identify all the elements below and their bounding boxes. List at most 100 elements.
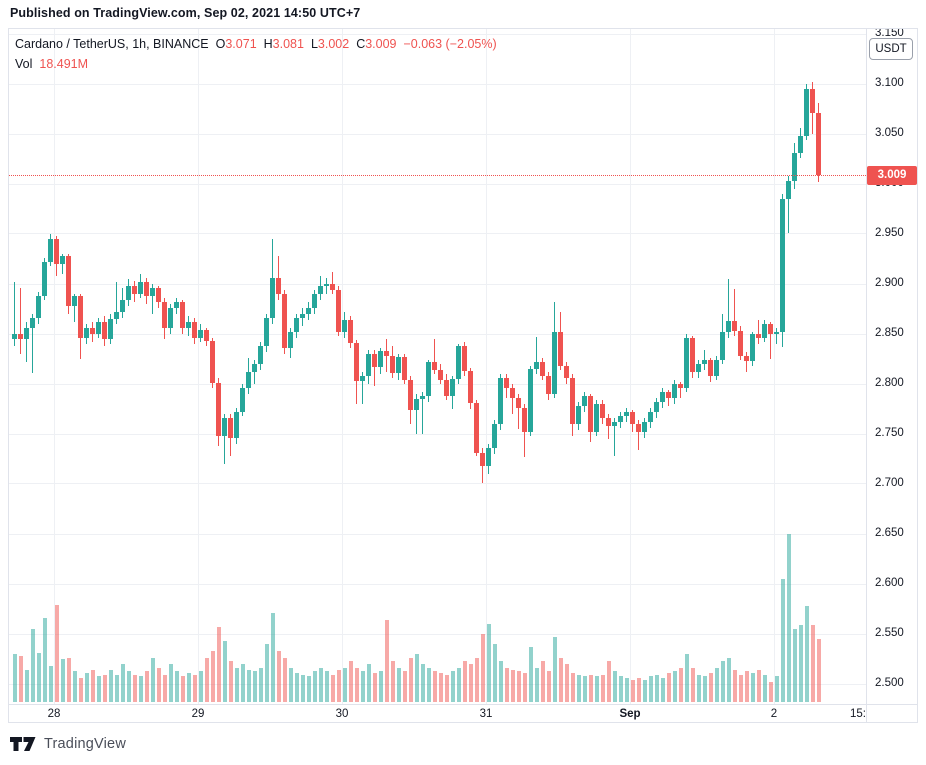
candle-body — [768, 324, 773, 334]
candle-body — [30, 318, 35, 328]
time-gridline — [198, 29, 199, 704]
candle-body — [780, 199, 785, 332]
candle-body — [708, 360, 713, 376]
price-tick-label: 2.850 — [875, 327, 904, 339]
volume-bar — [72, 671, 77, 702]
candle-wick — [254, 360, 255, 384]
volume-bar — [510, 669, 515, 702]
time-axis[interactable]: 28 29 30 31 Sep 2 15: — [9, 704, 866, 722]
candle-body — [744, 356, 749, 361]
candle-body — [144, 282, 149, 296]
volume-bar — [366, 664, 371, 702]
candle-body — [384, 351, 389, 356]
volume-bar — [474, 657, 479, 702]
candle-body — [414, 399, 419, 410]
volume-bar — [534, 667, 539, 702]
price-tick-label: 2.800 — [875, 377, 904, 389]
volume-bar — [258, 667, 263, 702]
volume-bar — [426, 667, 431, 702]
footer-brand[interactable]: TradingView — [10, 736, 126, 752]
candle-body — [462, 346, 467, 371]
last-price-line — [9, 175, 866, 176]
volume-bar — [690, 667, 695, 702]
candle-wick — [74, 294, 75, 322]
volume-bar — [642, 679, 647, 702]
candle-body — [792, 153, 797, 181]
volume-bar — [612, 671, 617, 702]
time-tick-label: 2 — [770, 708, 778, 720]
volume-bar — [768, 681, 773, 702]
candle-wick — [434, 339, 435, 374]
volume-bar — [348, 661, 353, 702]
volume-bar — [810, 624, 815, 702]
volume-bar — [216, 626, 221, 702]
candle-body — [786, 181, 791, 199]
candle-body — [546, 376, 551, 394]
tradingview-logo-icon — [10, 736, 36, 752]
candle-body — [360, 376, 365, 381]
volume-bar — [648, 676, 653, 702]
currency-toggle-button[interactable]: USDT — [869, 38, 913, 60]
price-tick-label: 2.700 — [875, 477, 904, 489]
candle-body — [276, 278, 281, 294]
candle-body — [288, 332, 293, 348]
candle-body — [438, 370, 443, 380]
candle-body — [252, 364, 257, 372]
candle-body — [540, 362, 545, 376]
candle-body — [444, 380, 449, 396]
candle-body — [726, 321, 731, 332]
volume-bar — [420, 664, 425, 702]
volume-bar — [816, 638, 821, 702]
candle-body — [660, 392, 665, 402]
volume-bar — [204, 657, 209, 702]
time-tick-label: Sep — [619, 708, 641, 720]
volume-bar — [594, 676, 599, 702]
candle-body — [756, 334, 761, 338]
legend-part: 18.491M — [39, 57, 89, 71]
price-axis[interactable]: USDT 3.009 3.1503.1003.0503.0002.9502.90… — [866, 29, 917, 704]
chart-pane[interactable] — [9, 29, 866, 704]
candle-body — [420, 396, 425, 399]
volume-bar — [108, 669, 113, 702]
candle-wick — [116, 282, 117, 324]
volume-bar — [60, 659, 65, 702]
candle-body — [408, 380, 413, 410]
volume-bar — [300, 674, 305, 702]
candle-body — [570, 378, 575, 424]
volume-bar — [522, 673, 527, 702]
volume-bar — [606, 661, 611, 702]
volume-bar — [120, 664, 125, 702]
candle-body — [510, 388, 515, 398]
candle-body — [138, 282, 143, 294]
volume-bar — [162, 674, 167, 702]
volume-bar — [240, 664, 245, 702]
volume-bar — [558, 657, 563, 702]
volume-bar — [12, 654, 17, 702]
price-tick-label: 2.950 — [875, 227, 904, 239]
published-line: Published on TradingView.com, Sep 02, 20… — [10, 6, 361, 20]
volume-bar — [720, 661, 725, 702]
candle-body — [702, 360, 707, 364]
volume-bar — [24, 669, 29, 702]
candle-body — [624, 412, 629, 416]
candle-wick — [770, 322, 771, 359]
time-tick-label: 29 — [191, 708, 205, 720]
legend-part: −0.063 (−2.05%) — [403, 37, 497, 51]
legend-part: C — [356, 37, 366, 51]
candle-body — [528, 369, 533, 432]
volume-bar — [126, 671, 131, 702]
legend-part: O — [215, 37, 226, 51]
legend-part: 3.071 — [225, 37, 257, 51]
candle-body — [798, 136, 803, 153]
volume-bar — [468, 664, 473, 702]
volume-bar — [504, 667, 509, 702]
legend-part: 3.081 — [272, 37, 304, 51]
volume-bar — [744, 671, 749, 702]
candle-body — [102, 322, 107, 339]
volume-bar — [762, 674, 767, 702]
volume-bar — [54, 604, 59, 702]
volume-bar — [738, 674, 743, 702]
price-tick-label: 3.100 — [875, 77, 904, 89]
candle-wick — [728, 279, 729, 338]
candle-body — [12, 334, 17, 339]
